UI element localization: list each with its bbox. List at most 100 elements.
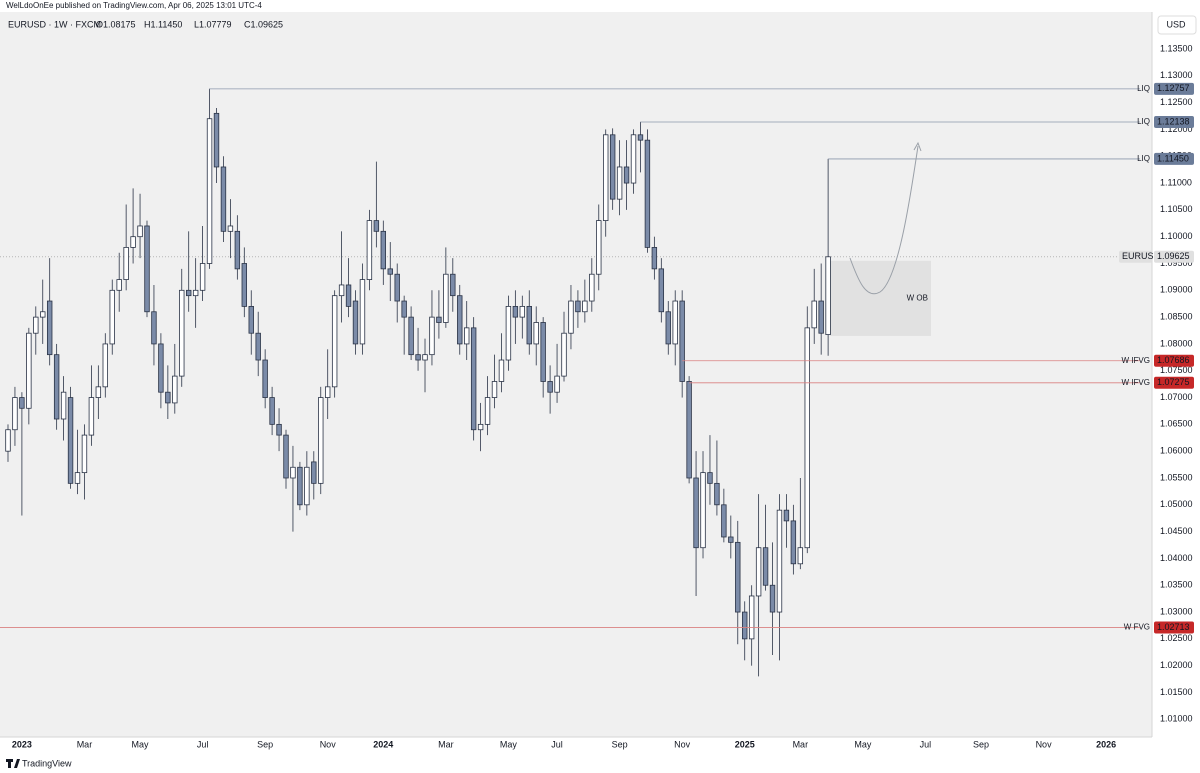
candle-body [783,509,790,522]
candle-body [623,166,630,184]
candle-body [60,391,67,420]
level-price-label: 1.02713 [1157,622,1190,632]
candle-body [248,305,254,334]
candle-body [651,247,658,270]
order-block-label: W OB [907,293,928,302]
candle-body [67,397,74,484]
x-tick-label: Nov [674,739,691,749]
candle-body [151,311,157,345]
y-tick-label: 1.09000 [1160,285,1193,295]
last-price-box [1154,250,1194,263]
x-tick-label: 2025 [735,739,755,749]
candle-body [116,279,122,291]
order-block [830,260,931,336]
y-tick-label: 1.10000 [1160,231,1193,241]
logo [6,759,20,768]
candle-body [304,466,310,506]
level-price-label: 1.11450 [1157,153,1189,163]
candle-body [95,386,102,398]
candle-body [748,595,755,640]
x-tick-label: May [132,739,150,749]
candle-body [81,434,88,474]
y-tick-label: 1.03000 [1160,606,1193,616]
candle-body [102,343,108,388]
candle-body [227,225,234,232]
candle-body [790,520,797,565]
brand: TradingView [6,758,72,768]
x-tick-label: Mar [793,739,809,749]
candle-body [804,327,810,549]
candle-body [755,547,762,597]
candle-body [609,134,616,200]
x-tick-label: Jul [551,739,563,749]
candle-body [477,423,484,431]
candle-body [373,220,380,232]
candle-body [470,327,477,431]
candle-body [380,230,387,270]
candle-body [700,472,706,549]
candle-body [366,220,373,280]
candle-body [325,386,331,398]
x-tick-label: Jul [920,739,932,749]
candle-body [429,316,435,356]
candle-body [262,359,268,398]
x-tick-label: Nov [1036,739,1053,749]
candle-body [491,381,498,398]
level-name: LIQ [1137,154,1150,163]
level-price-label: 1.07275 [1157,377,1190,387]
level-name: W IFVG [1122,356,1150,365]
x-tick-label: May [854,739,872,749]
candle-body [547,381,553,393]
y-tick-label: 1.12000 [1160,124,1193,134]
candle-body [172,375,178,404]
level-price-box [1154,116,1194,129]
candle-body [297,466,303,506]
ohlc-value: L1.07779 [194,19,232,29]
last-name: EURUSD [1122,251,1161,261]
candle-body [498,359,505,382]
candle-body [443,273,449,323]
level-name: LIQ [1137,84,1150,93]
candle-body [5,429,11,452]
candle-body [290,466,296,479]
candle-body [616,166,623,200]
plot-area [0,12,1152,737]
level-price-box [1154,376,1194,389]
y-tick-label: 1.09500 [1160,258,1193,268]
x-tick-label: Sep [257,739,273,749]
candle-body [762,547,769,586]
level-price-box [1154,82,1194,95]
ohlc-value: O1.08175 [96,19,136,29]
candle-body [241,263,248,307]
ohlc-value: H1.11450 [144,19,182,29]
candle-body [283,434,289,479]
candle-body [109,289,115,345]
candle-body [707,472,713,484]
candle-body [130,236,136,248]
y-tick-label: 1.01500 [1160,687,1193,697]
candle-body [123,247,129,280]
candle-body [311,461,317,484]
candle-body [137,225,143,238]
y-tick-label: 1.04500 [1160,526,1193,536]
y-tick-label: 1.02000 [1160,660,1193,670]
candle-body [26,332,32,409]
candle-body [158,343,164,393]
y-tick-label: 1.01000 [1160,714,1193,724]
candle-body [450,273,456,297]
x-tick-label: Jul [197,739,209,749]
candle-body [658,268,665,313]
candle-body [46,300,53,356]
brand-name: TradingView [22,758,72,768]
y-tick-label: 1.08000 [1160,338,1193,348]
candle-body [735,541,741,613]
candle-body [568,300,574,334]
candle-body [769,584,776,613]
candle-body [672,300,678,345]
symbol: EURUSD · 1W · FXCM [8,19,101,29]
candle-body [352,300,359,345]
candle-body [220,166,227,232]
candle-body [165,391,171,404]
x-tick-label: 2024 [373,739,393,749]
